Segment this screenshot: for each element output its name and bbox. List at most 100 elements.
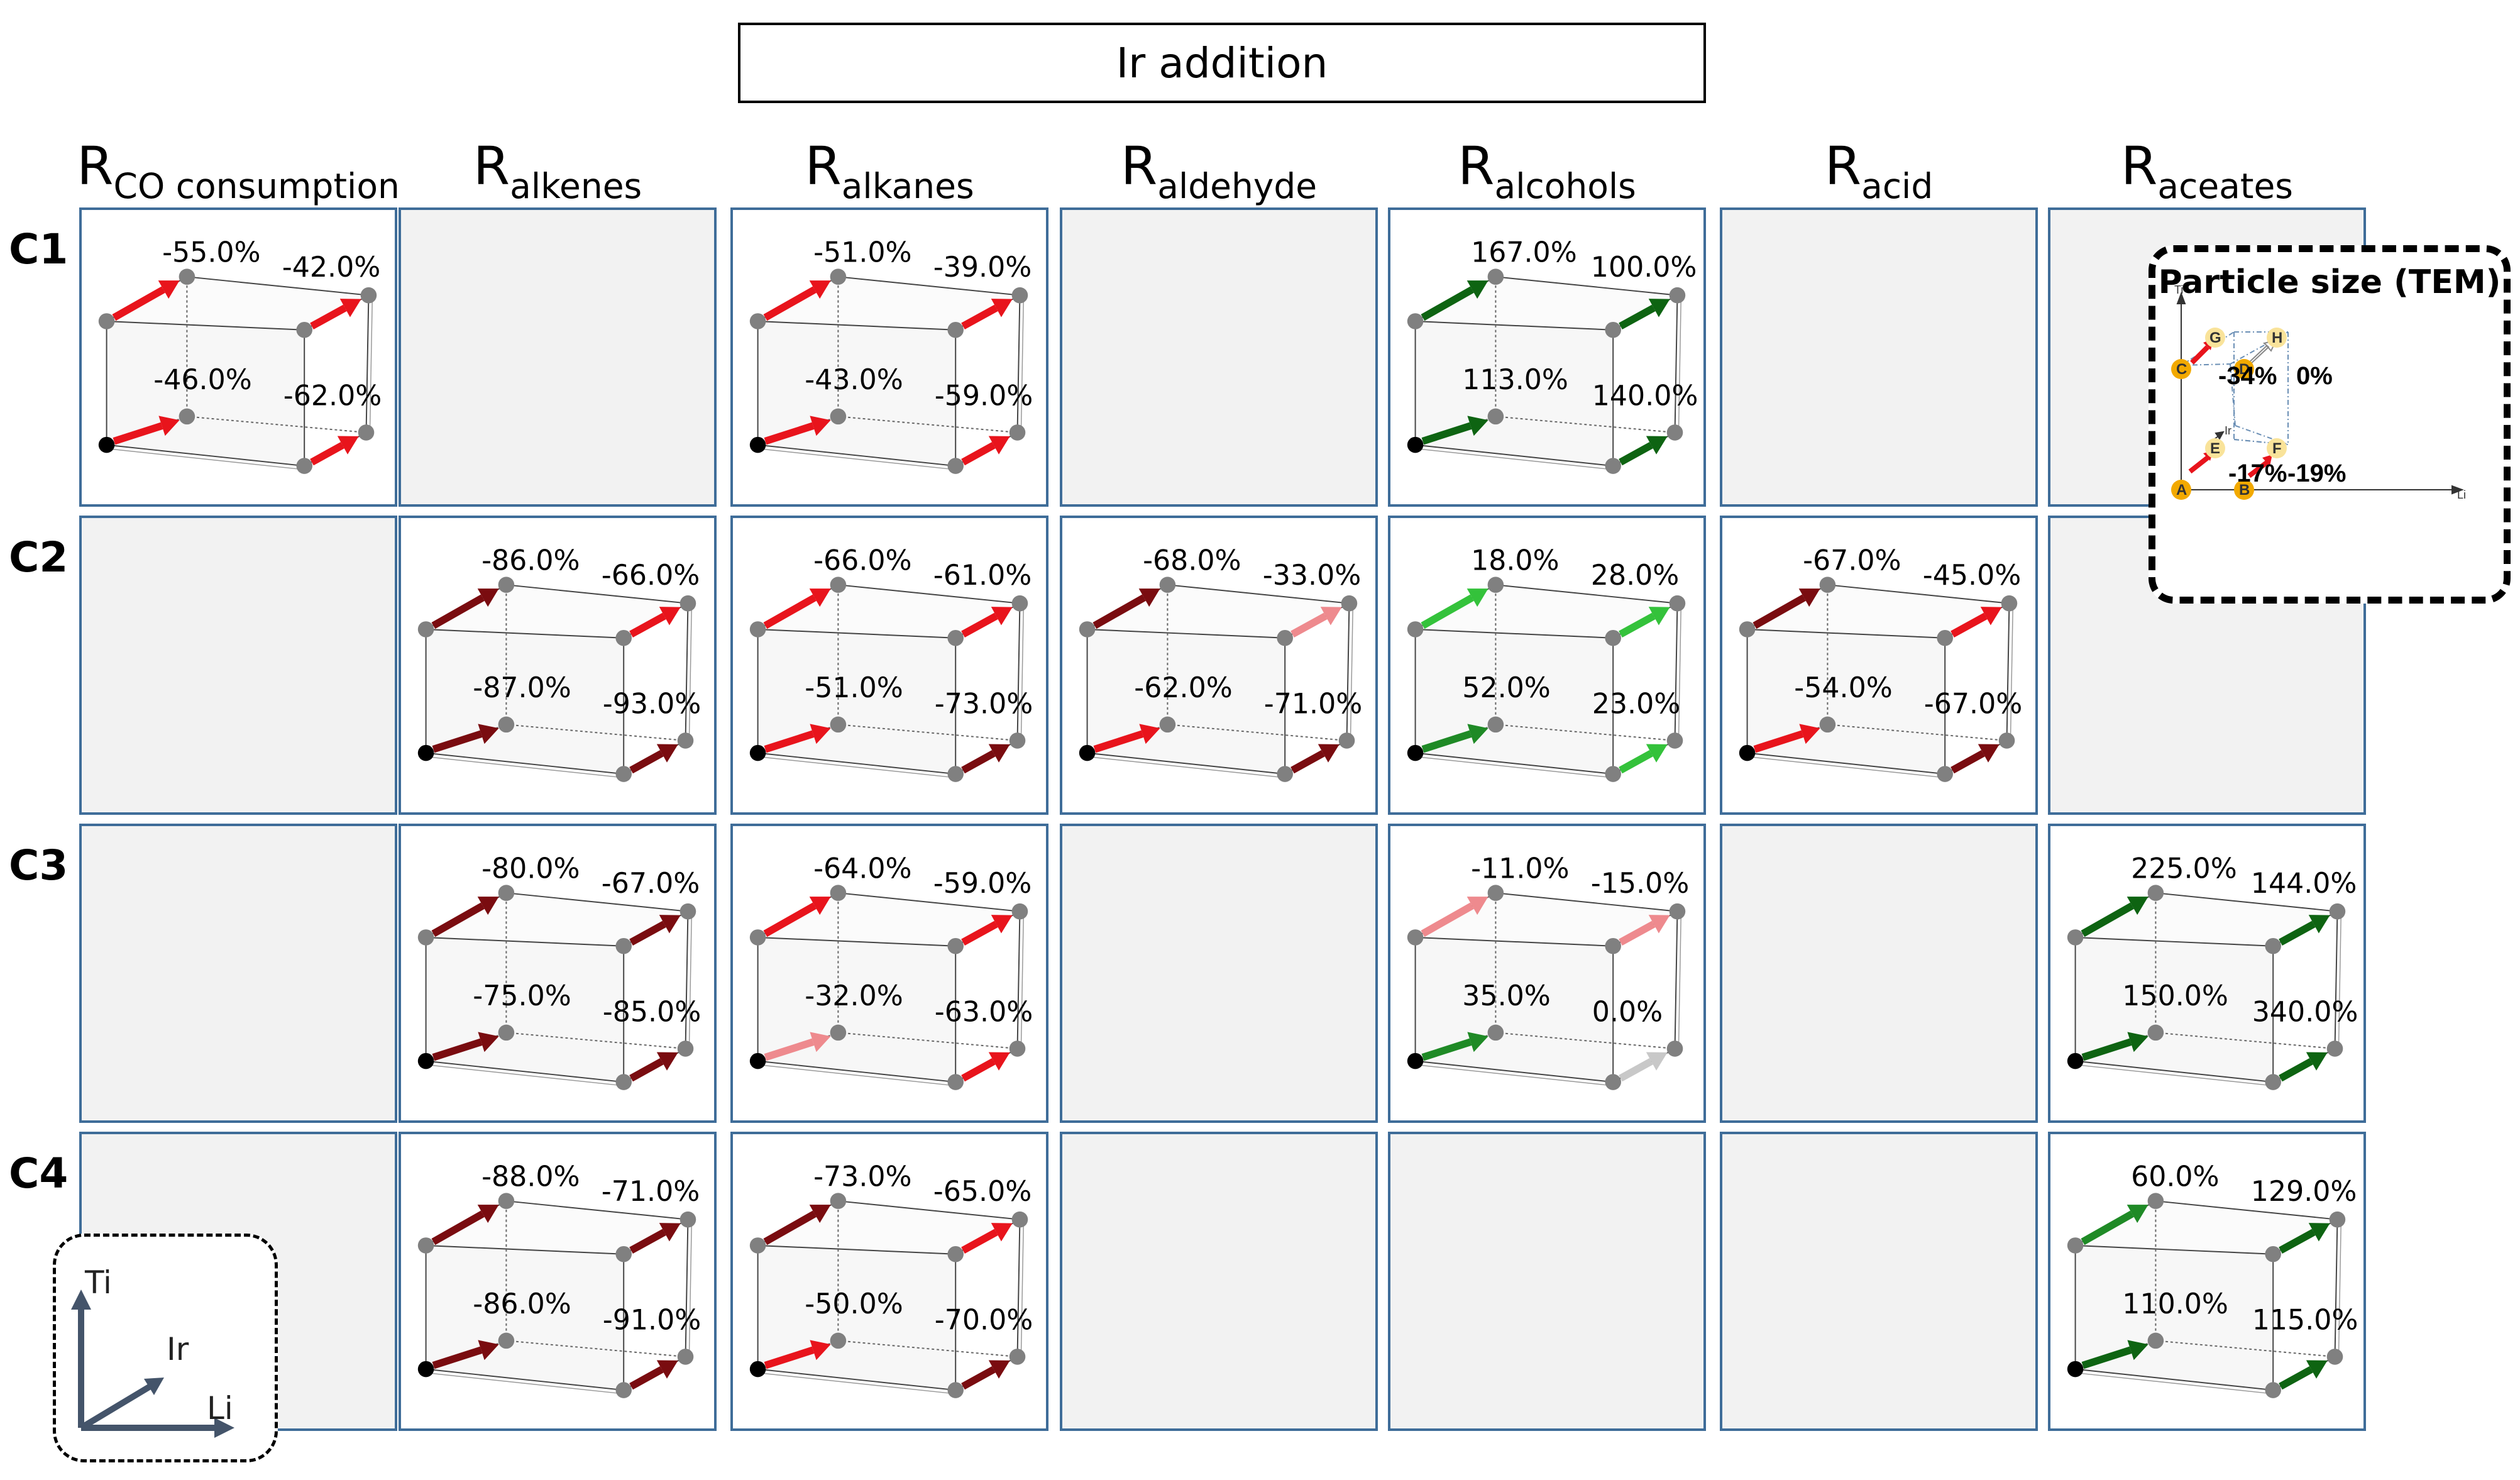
cube-vertex bbox=[2147, 1332, 2164, 1349]
header-subscript: acid bbox=[1861, 166, 1934, 206]
cube-vertex bbox=[1487, 268, 1504, 285]
cube-vertex bbox=[1011, 595, 1028, 612]
cube-vertex bbox=[498, 1193, 515, 1209]
cube-vertex bbox=[2067, 1052, 2084, 1069]
cube-vertex bbox=[830, 408, 847, 425]
cube-diagram: -51.0% -39.0% -43.0% -59.0% bbox=[749, 237, 1033, 474]
tem-node-b: B bbox=[2239, 482, 2250, 499]
cube-vertex bbox=[1605, 937, 1621, 954]
cube-vertex bbox=[1338, 732, 1355, 749]
empty-cell bbox=[1720, 1132, 2038, 1431]
arrow-bottom-back bbox=[764, 1340, 831, 1369]
label-bottom-right: 0.0% bbox=[1592, 997, 1663, 1029]
cube-vertex bbox=[1739, 744, 1756, 761]
cube-vertex bbox=[749, 436, 766, 453]
cube-vertex bbox=[749, 744, 766, 761]
arrow-bottom-right bbox=[629, 1052, 678, 1082]
tem-node-a: A bbox=[2176, 482, 2187, 499]
cube-vertex bbox=[1011, 903, 1028, 920]
cube-vertex bbox=[1666, 1041, 1683, 1057]
cube-vertex bbox=[179, 268, 195, 285]
cube-edges bbox=[106, 276, 373, 470]
tem-axis-ir: Ir bbox=[2225, 424, 2231, 437]
empty-cell bbox=[1060, 824, 1378, 1123]
cube-vertex bbox=[1605, 321, 1621, 338]
cube-vertex bbox=[1009, 732, 1026, 749]
label-top-right: -65.0% bbox=[933, 1176, 1032, 1208]
cube-cell-c3-aceates: 225.0% 144.0% 150.0% 340.0% bbox=[2048, 824, 2366, 1123]
cube-vertex bbox=[1079, 744, 1096, 761]
row-label-c1: C1 bbox=[9, 225, 69, 273]
label-top-right: -66.0% bbox=[602, 560, 700, 592]
cube-vertex bbox=[498, 885, 515, 901]
label-top-back: -11.0% bbox=[1471, 853, 1569, 885]
cube-vertex bbox=[677, 1041, 694, 1057]
label-bottom-back: -32.0% bbox=[805, 980, 903, 1012]
cube-vertex bbox=[358, 424, 375, 441]
label-top-right: -42.0% bbox=[282, 251, 380, 284]
cube-vertex bbox=[1605, 458, 1621, 474]
label-top-back: -68.0% bbox=[1143, 545, 1241, 577]
cube-vertex bbox=[498, 716, 515, 733]
arrow-bottom-back bbox=[1421, 724, 1488, 753]
empty-cell bbox=[399, 207, 717, 507]
label-bottom-right: -91.0% bbox=[603, 1305, 701, 1337]
arrow-bottom-right bbox=[1951, 744, 2000, 774]
arrow-bottom-back bbox=[432, 1032, 499, 1061]
tem-node-c: C bbox=[2176, 361, 2187, 378]
arrow-top-back bbox=[2081, 897, 2149, 937]
cube-diagram: -11.0% -15.0% 35.0% 0.0% bbox=[1407, 853, 1689, 1090]
arrow-bottom-right bbox=[961, 1360, 1010, 1390]
cube-vertex bbox=[2067, 1237, 2084, 1254]
cube-vertex bbox=[1666, 424, 1683, 441]
cube-vertex bbox=[498, 577, 515, 593]
arrow-top-back bbox=[1421, 588, 1488, 629]
cube-vertex bbox=[947, 937, 964, 954]
cube-vertex bbox=[1487, 885, 1504, 901]
cube-vertex bbox=[2147, 885, 2164, 901]
cube-vertex bbox=[749, 621, 766, 638]
cube-vertex bbox=[417, 744, 434, 761]
tem-node-f: F bbox=[2272, 440, 2282, 457]
arrow-top-right bbox=[1619, 607, 1670, 638]
arrow-top-right bbox=[1619, 915, 1670, 946]
arrow-top-right bbox=[1951, 607, 2002, 638]
arrow-bottom-right bbox=[629, 744, 678, 774]
cube-vertex bbox=[417, 621, 434, 638]
cube-vertex bbox=[1011, 287, 1028, 304]
axes-legend-ir: Ir bbox=[167, 1331, 189, 1367]
arrow-top-back bbox=[2081, 1205, 2149, 1245]
arrow-top-back bbox=[763, 280, 831, 321]
cube-cell-c2-alkenes: -86.0% -66.0% -87.0% -93.0% bbox=[399, 516, 717, 815]
label-top-right: 129.0% bbox=[2251, 1176, 2357, 1208]
label-bottom-back: -54.0% bbox=[1794, 672, 1892, 704]
row-label-c4: C4 bbox=[9, 1149, 69, 1198]
label-top-right: -45.0% bbox=[1923, 560, 2021, 592]
cube-vertex bbox=[947, 629, 964, 646]
arrow-top-right bbox=[2279, 1223, 2330, 1254]
arrow-bottom-back bbox=[1753, 724, 1820, 753]
cube-vertex bbox=[2265, 1382, 2281, 1398]
arrow-bottom-back bbox=[2081, 1340, 2149, 1369]
cube-cell-c2-alkanes: -66.0% -61.0% -51.0% -73.0% bbox=[730, 516, 1048, 815]
arrow-bottom-right bbox=[1290, 744, 1340, 774]
arrow-bottom-back bbox=[1093, 724, 1160, 753]
arrow-top-right bbox=[629, 1223, 681, 1254]
label-bottom-right: -63.0% bbox=[935, 997, 1033, 1029]
label-bottom-right: -59.0% bbox=[935, 380, 1033, 412]
arrow-top-back bbox=[763, 897, 831, 937]
cube-vertex bbox=[830, 1332, 847, 1349]
cube-vertex bbox=[615, 1074, 632, 1090]
cube-vertex bbox=[947, 321, 964, 338]
header-subscript: aldehyde bbox=[1157, 166, 1318, 206]
cube-vertex bbox=[498, 1332, 515, 1349]
header-main: R bbox=[2121, 135, 2158, 197]
cube-vertex bbox=[749, 1237, 766, 1254]
label-top-right: -61.0% bbox=[933, 560, 1032, 592]
cube-diagram: -66.0% -61.0% -51.0% -73.0% bbox=[749, 545, 1033, 782]
cube-vertex bbox=[1487, 1024, 1504, 1041]
cube-vertex bbox=[417, 1052, 434, 1069]
